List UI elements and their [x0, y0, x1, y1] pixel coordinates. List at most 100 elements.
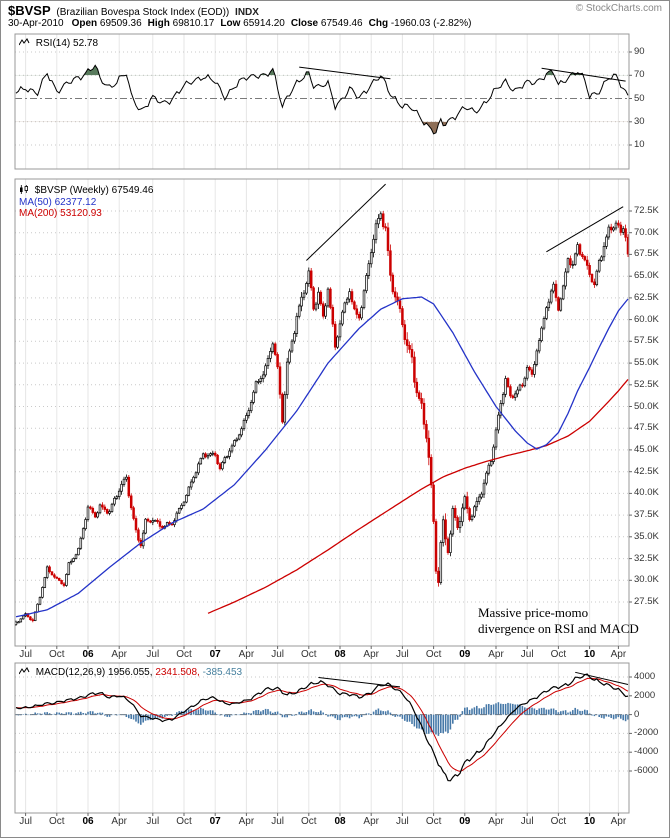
ma200-value: 53120.93 — [60, 208, 102, 219]
x-axis-label: Apr — [111, 649, 127, 660]
rsi-axis-label: 10 — [634, 139, 645, 151]
ohlc-label: Open — [71, 18, 98, 29]
price-axis-label: 65.0K — [634, 270, 659, 282]
ma200-legend-row: MA(200) 53120.93 — [19, 208, 153, 220]
ma50-label: MA(50) — [19, 196, 52, 208]
x-axis-label: Apr — [610, 649, 627, 660]
price-axis-label: 35.0K — [634, 530, 659, 542]
x-axis-label: Jul — [146, 649, 160, 660]
x-axis-label: Apr — [363, 649, 379, 660]
ohlc-value: 69810.17 — [169, 18, 215, 29]
x-axis-label: Oct — [425, 649, 442, 660]
price-axis-label: 42.5K — [634, 465, 659, 477]
x-axis-label: Oct — [49, 649, 65, 660]
price-axis-label: 57.5K — [634, 335, 659, 347]
x-axis-label: Jul — [520, 816, 534, 827]
x-axis-label: 09 — [459, 649, 471, 660]
ma200-label: MA(200) — [19, 208, 58, 219]
symbol-description: (Brazilian Bovespa Stock Index (EOD)) — [56, 7, 230, 18]
price-axis-label: 32.5K — [634, 552, 659, 564]
rsi-legend: RSI(14) 52.78 — [18, 38, 99, 49]
macd-axis-label: 4000 — [634, 670, 656, 682]
ma50-legend-row: MA(50) 62377.12 — [19, 197, 153, 209]
x-axis-label: Jul — [271, 816, 284, 827]
x-axis-label: 07 — [209, 816, 221, 827]
x-axis-label: Oct — [301, 649, 317, 660]
rsi-axis-label: 70 — [634, 69, 645, 81]
ohlc-label: Chg — [368, 18, 389, 29]
price-axis-label: 40.0K — [634, 487, 659, 499]
x-axis-label: Jul — [520, 649, 534, 660]
macd-legend: MACD(12,26,9) 1956.055, 2341.508, -385.4… — [18, 667, 243, 678]
ohlc-value: 67549.46 — [318, 18, 363, 29]
ma50-value: 62377.12 — [54, 196, 97, 208]
ohlc-value: -1960.03 (-2.82%) — [388, 18, 472, 29]
indicator-line-icon — [18, 667, 30, 675]
chart-header: $BVSP (Brazilian Bovespa Stock Index (EO… — [8, 3, 662, 29]
x-axis-label: Jul — [19, 649, 32, 660]
price-series-value: 67549.46 — [111, 185, 154, 196]
price-axis-label: 27.5K — [634, 595, 659, 607]
rsi-axis-label: 90 — [634, 46, 645, 58]
ohlc-readout: Open 69509.36 High 69810.17 Low 65914.20 Cl… — [66, 18, 472, 29]
price-axis-label: 72.5K — [634, 205, 659, 216]
x-axis-label: Jul — [146, 816, 160, 827]
ohlc-label: Close — [290, 18, 319, 29]
x-axis-label: 08 — [334, 816, 346, 827]
price-axis-label: 30.0K — [634, 574, 659, 586]
x-axis-label: Oct — [550, 649, 567, 660]
macd-axis-label: 0 — [634, 708, 640, 720]
rsi-value: 52.78 — [73, 38, 99, 49]
x-axis-label: Apr — [238, 816, 255, 827]
x-axis-label: 07 — [209, 649, 221, 660]
quote-row: 30-Apr-2010 Open 69509.36 High 69810.17 Low… — [8, 18, 662, 29]
price-axis-label: 70.0K — [634, 226, 659, 238]
x-axis-label: 06 — [82, 816, 94, 827]
x-axis-label: Apr — [111, 816, 127, 827]
copyright: © StockCharts.com — [575, 3, 662, 14]
x-axis-label: 10 — [584, 649, 596, 660]
x-axis-label: Apr — [238, 649, 255, 660]
macd-label: MACD(12,26,9) — [35, 667, 106, 678]
x-axis-label: Oct — [301, 816, 317, 827]
price-series-label: $BVSP (Weekly) — [34, 185, 109, 196]
annotation-line1: Massive price-momo — [478, 605, 589, 620]
exchange-label: INDX — [235, 7, 259, 18]
indicator-line-icon — [18, 38, 30, 46]
price-axis-label: 55.0K — [634, 357, 659, 369]
x-axis-label: 08 — [334, 649, 346, 660]
macd-signal-value: 2341.508, — [155, 667, 200, 678]
price-legend-row: $BVSP (Weekly) 67549.46 — [19, 185, 153, 197]
x-axis-label: Oct — [49, 816, 65, 827]
macd-hist-value: -385.453 — [202, 667, 243, 678]
price-legend: $BVSP (Weekly) 67549.46 MA(50) 62377.12 … — [19, 185, 153, 220]
symbol: $BVSP — [8, 3, 51, 18]
price-axis-label: 50.0K — [634, 400, 659, 412]
x-axis-label: Jul — [271, 649, 284, 660]
price-axis-label: 60.0K — [634, 313, 659, 325]
ohlc-value: 65914.20 — [240, 18, 285, 29]
x-axis-label: Apr — [610, 816, 627, 827]
x-axis-label: 10 — [584, 816, 596, 827]
x-axis-label: Oct — [425, 816, 442, 827]
ohlc-label: Low — [220, 18, 241, 29]
chart-date: 30-Apr-2010 — [8, 18, 64, 29]
price-axis-label: 52.5K — [634, 378, 659, 390]
x-axis-label: Jul — [395, 649, 409, 660]
x-axis-label: Apr — [488, 649, 504, 660]
macd-axis-label: -6000 — [634, 764, 659, 776]
rsi-label: RSI(14) — [35, 38, 71, 49]
x-axis-label: 09 — [459, 816, 471, 827]
x-axis-label: Jul — [395, 816, 409, 827]
candlestick-icon — [20, 185, 28, 194]
price-axis-label: 37.5K — [634, 509, 659, 521]
price-axis-label: 47.5K — [634, 422, 659, 434]
annotation-line2: divergence on RSI and MACD — [478, 621, 639, 636]
title-row: $BVSP (Brazilian Bovespa Stock Index (EO… — [8, 3, 662, 18]
ohlc-value: 69509.36 — [97, 18, 142, 29]
macd-axis-label: 2000 — [634, 689, 656, 701]
macd-line-value: 1956.055, — [108, 667, 153, 678]
rsi-axis-label: 30 — [634, 115, 645, 127]
